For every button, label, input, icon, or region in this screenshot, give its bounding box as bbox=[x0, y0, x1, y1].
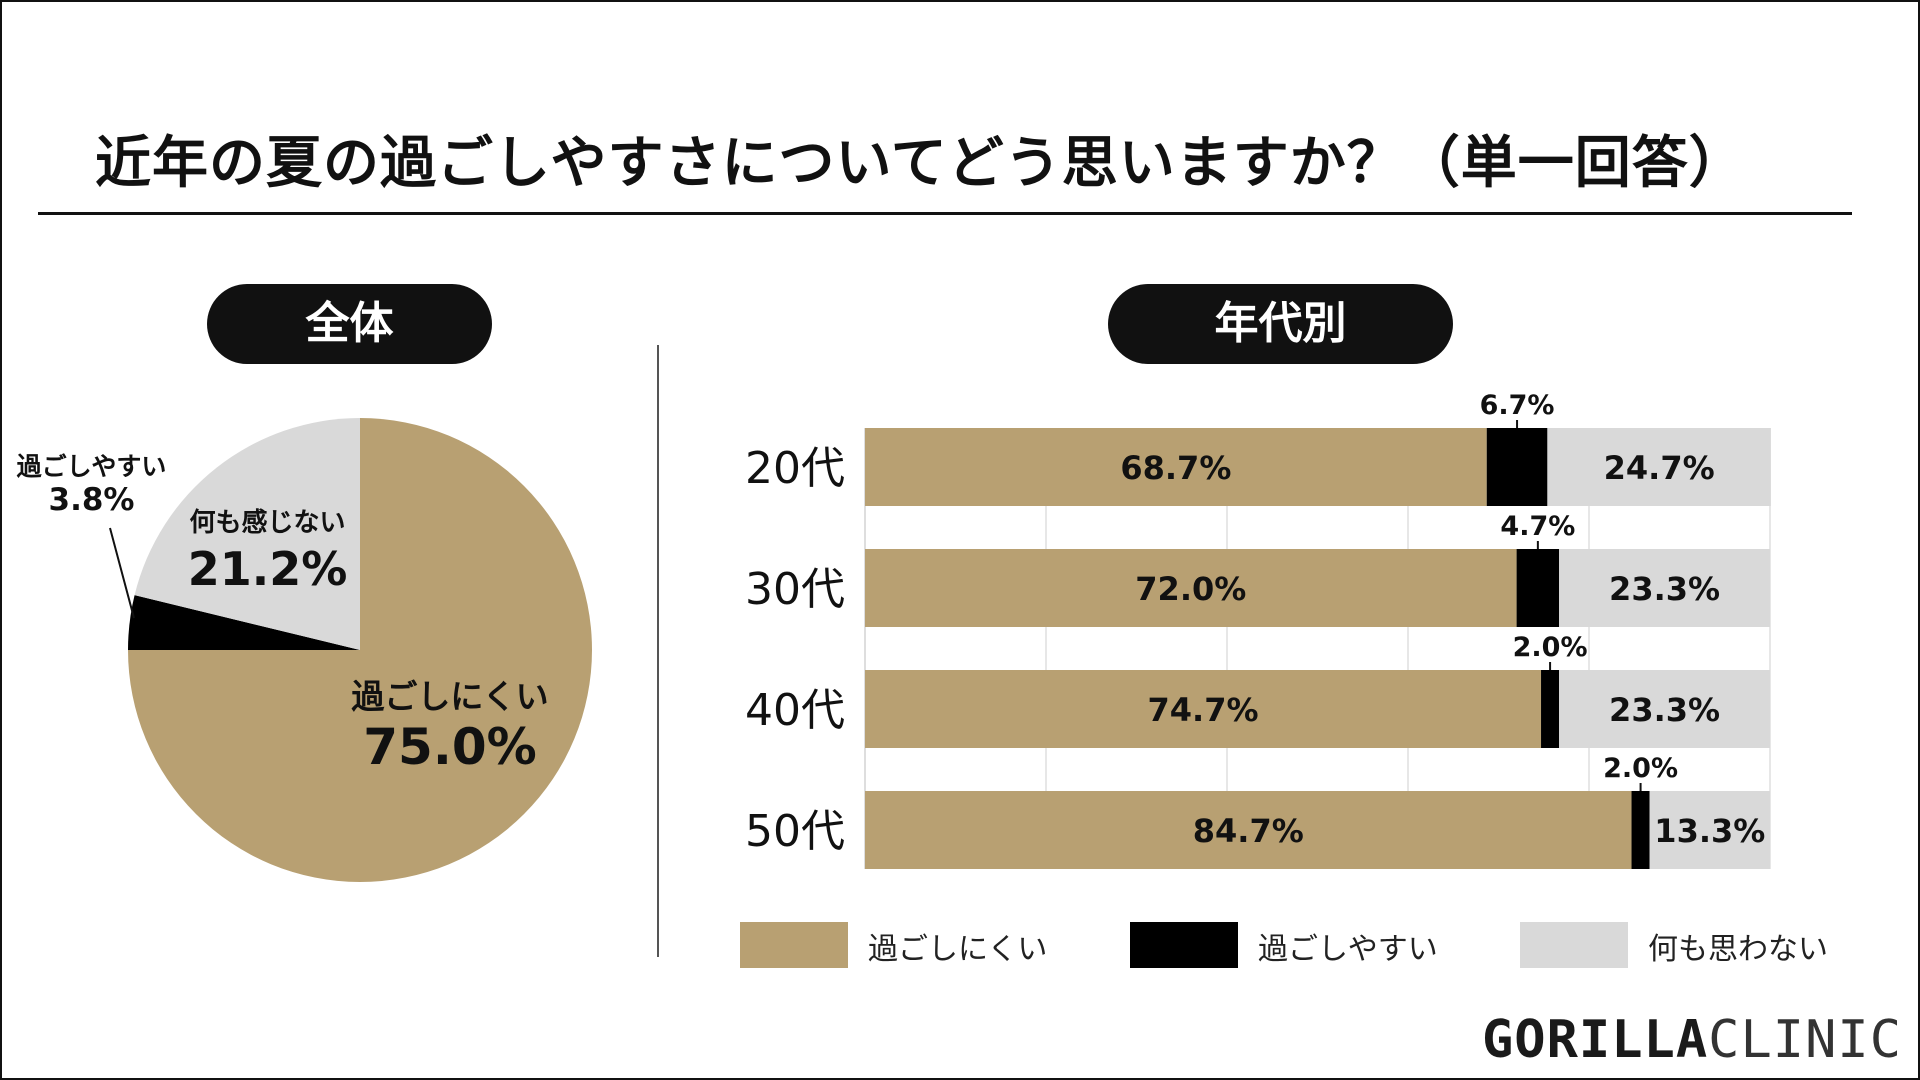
title-rule bbox=[38, 212, 1852, 215]
legend-swatch-easy bbox=[1130, 922, 1238, 968]
pie-value-hard: 75.0% bbox=[363, 718, 537, 776]
legend-label-easy: 過ごしやすい bbox=[1258, 932, 1438, 967]
bar-easy bbox=[1516, 549, 1560, 627]
legend-swatch-hard bbox=[740, 922, 848, 968]
bar-hard bbox=[865, 428, 1487, 506]
data-label-nothing: 23.3% bbox=[1609, 691, 1720, 729]
data-label-easy: 6.7% bbox=[1480, 390, 1555, 421]
bar-hard bbox=[865, 549, 1517, 627]
bar-hard bbox=[865, 791, 1632, 869]
bar-easy bbox=[1631, 791, 1650, 869]
stacked-bar-chart: 20代 68.7% 6.7% 24.7% 30代 72.0% 4.7% 23.3% 40代 74.… bbox=[745, 390, 1771, 869]
legend-label-nothing: 何も思わない bbox=[1648, 932, 1828, 967]
category-label: 20代 bbox=[745, 443, 845, 494]
category-label: 40代 bbox=[745, 685, 845, 736]
overall-section-label: 全体 bbox=[207, 284, 492, 364]
data-label-hard: 74.7% bbox=[1148, 691, 1259, 729]
category-label: 50代 bbox=[745, 806, 845, 857]
legend-swatch-nothing bbox=[1520, 922, 1628, 968]
pie-label-easy: 過ごしやすい bbox=[16, 452, 167, 481]
page-title: 近年の夏の過ごしやすさについてどう思いますか？（単一回答） bbox=[95, 131, 1746, 196]
data-label-easy: 4.7% bbox=[1500, 511, 1575, 542]
legend-label-hard: 過ごしにくい bbox=[868, 932, 1048, 967]
data-label-nothing: 24.7% bbox=[1604, 449, 1715, 487]
pie-value-easy: 3.8% bbox=[48, 482, 135, 518]
easy-leader-line bbox=[109, 527, 135, 619]
pie-chart bbox=[109, 418, 592, 882]
legend: 過ごしにくい 過ごしやすい 何も思わない bbox=[740, 922, 1860, 970]
data-label-hard: 84.7% bbox=[1193, 812, 1304, 850]
data-label-easy: 2.0% bbox=[1603, 753, 1678, 784]
pie-value-nothing: 21.2% bbox=[187, 542, 348, 596]
data-label-nothing: 23.3% bbox=[1609, 570, 1720, 608]
category-label: 30代 bbox=[745, 564, 845, 615]
brand-logo: GORILLACLINIC bbox=[1482, 1010, 1902, 1070]
section-divider bbox=[657, 345, 659, 957]
data-label-easy: 2.0% bbox=[1513, 632, 1588, 663]
data-label-hard: 68.7% bbox=[1120, 449, 1231, 487]
bar-nothing bbox=[1547, 428, 1771, 506]
bar-hard bbox=[865, 670, 1542, 748]
age-section-label: 年代別 bbox=[1108, 284, 1453, 364]
pie-slice-easy bbox=[128, 595, 360, 650]
bar-nothing bbox=[1559, 549, 1770, 627]
bar-easy bbox=[1541, 670, 1560, 748]
logo-strong-text: GORILLA bbox=[1482, 1010, 1709, 1070]
pie-slice-nothing bbox=[134, 418, 360, 650]
data-label-nothing: 13.3% bbox=[1654, 812, 1765, 850]
pie-label-hard: 過ごしにくい bbox=[351, 677, 549, 716]
data-label-hard: 72.0% bbox=[1135, 570, 1246, 608]
bar-nothing bbox=[1649, 791, 1770, 869]
logo-light-text: CLINIC bbox=[1708, 1010, 1902, 1070]
bar-nothing bbox=[1559, 670, 1770, 748]
pie-label-nothing: 何も感じない bbox=[189, 508, 346, 538]
bar-easy bbox=[1486, 428, 1548, 506]
